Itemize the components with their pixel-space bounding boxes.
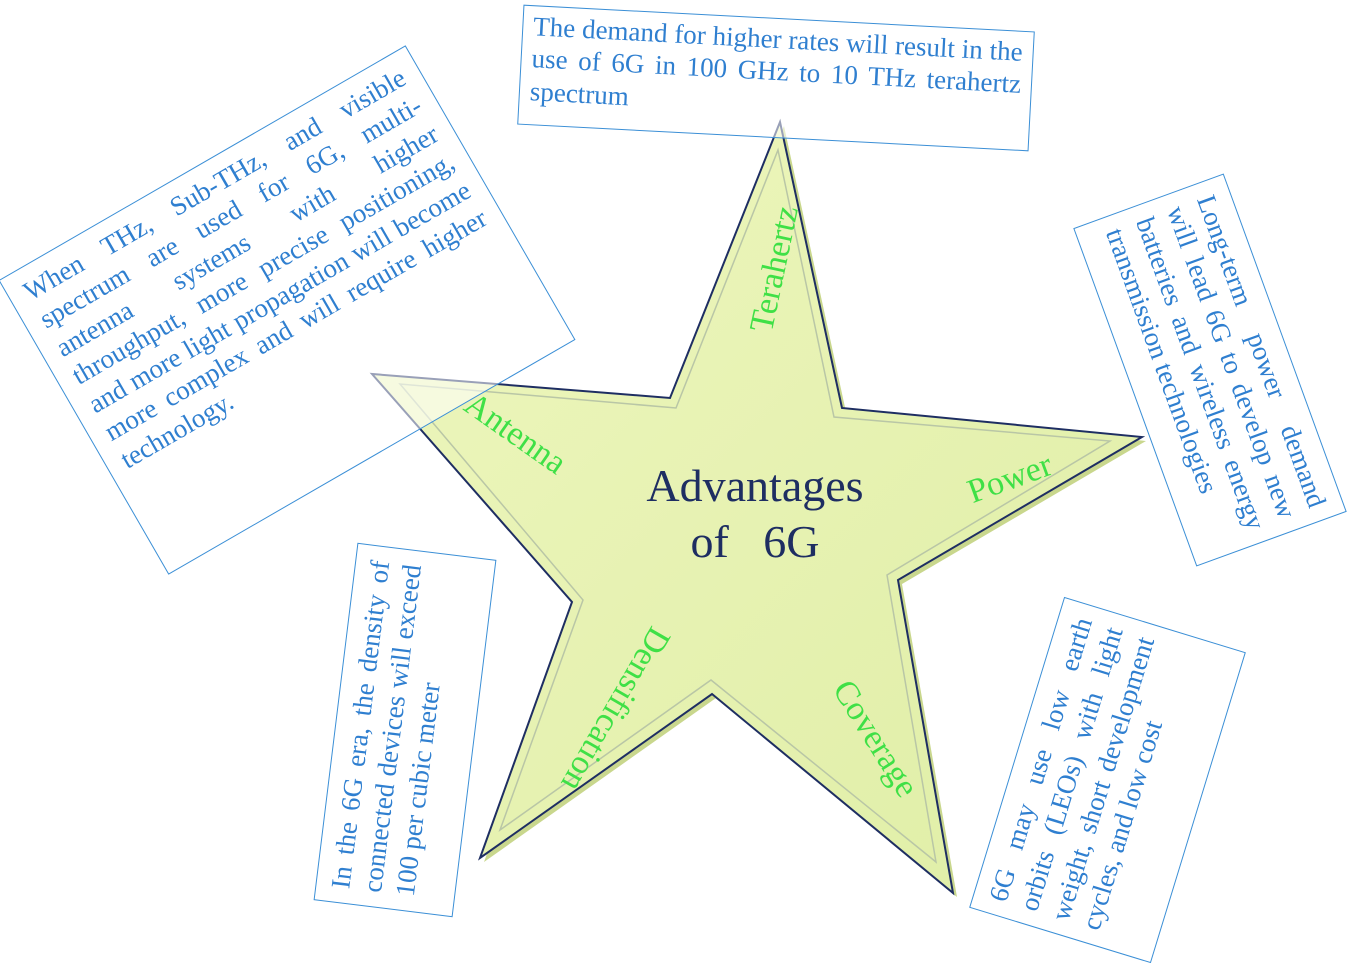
note-terahertz-text: The demand for higher rates will result … <box>529 11 1024 112</box>
center-title-line-2: of 6G <box>690 516 820 568</box>
star-inner-outline <box>398 147 1113 864</box>
center-title: Advantages of 6G <box>600 458 910 570</box>
center-title-line-1: Advantages <box>646 460 864 511</box>
